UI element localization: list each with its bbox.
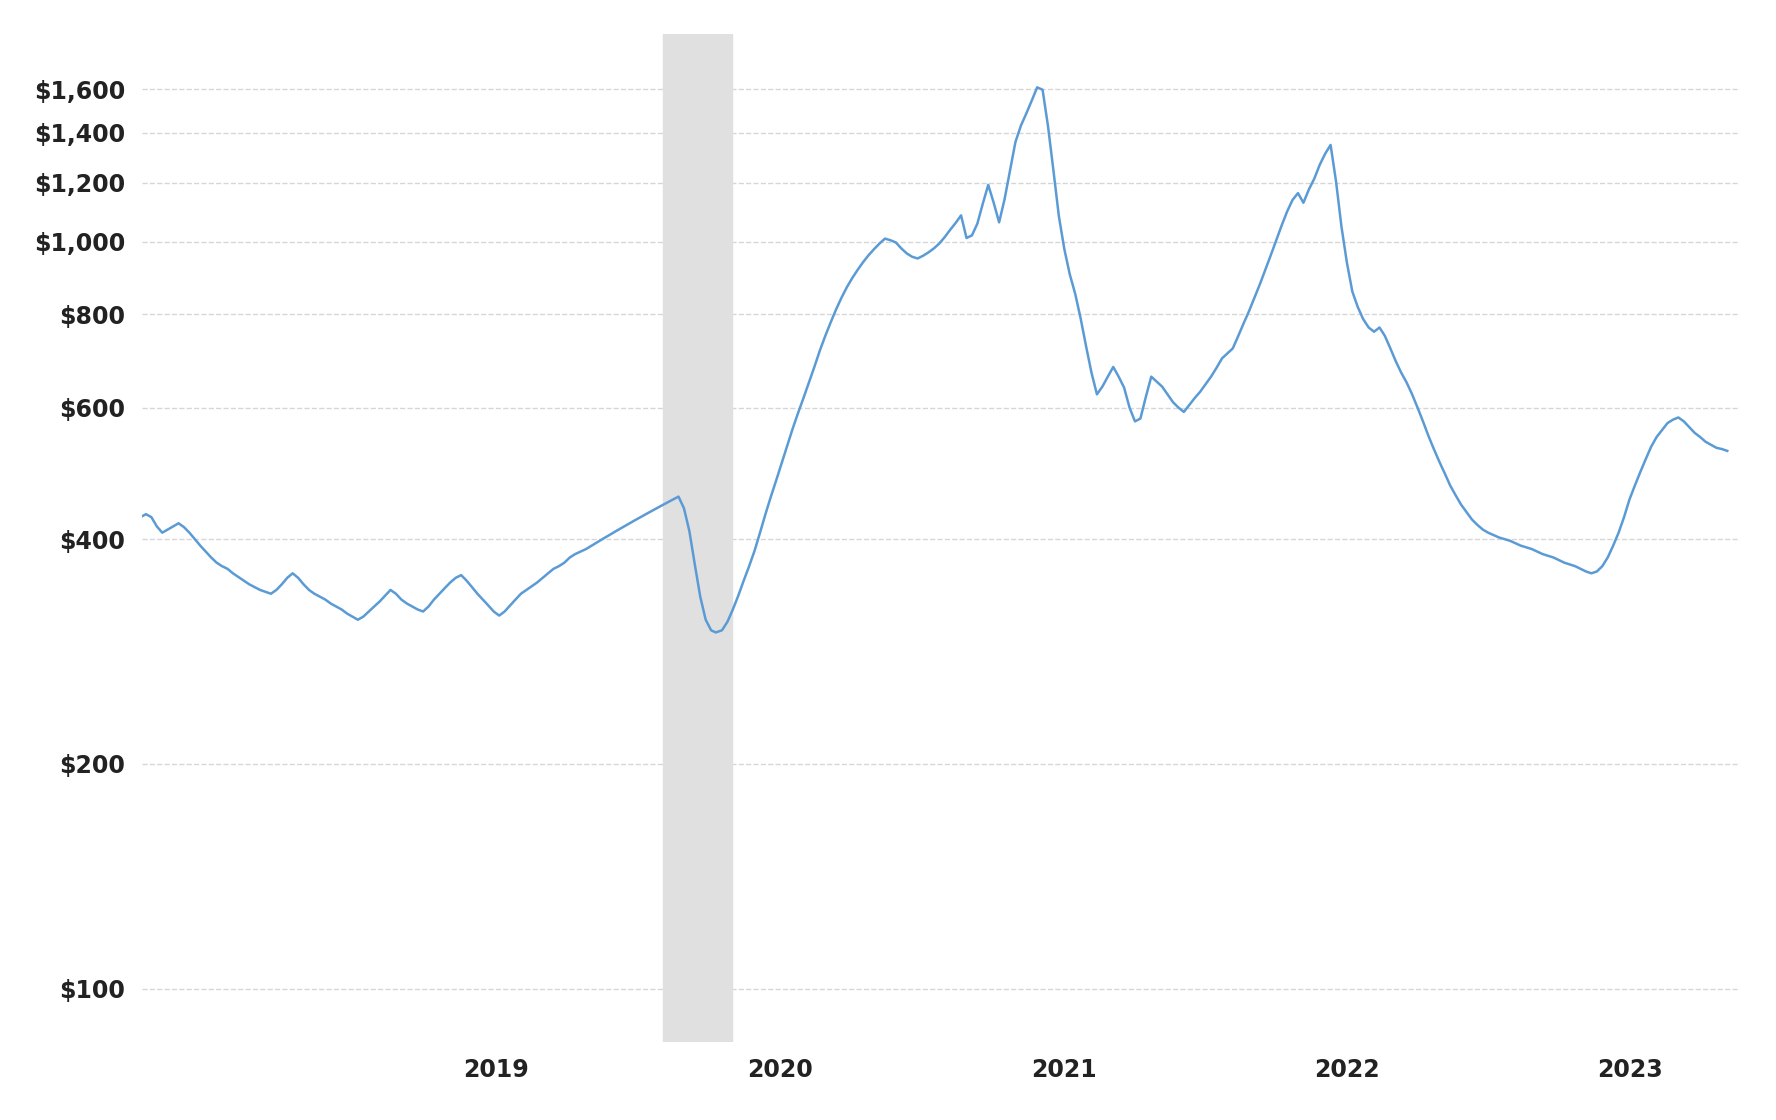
Bar xyxy=(662,34,732,1042)
